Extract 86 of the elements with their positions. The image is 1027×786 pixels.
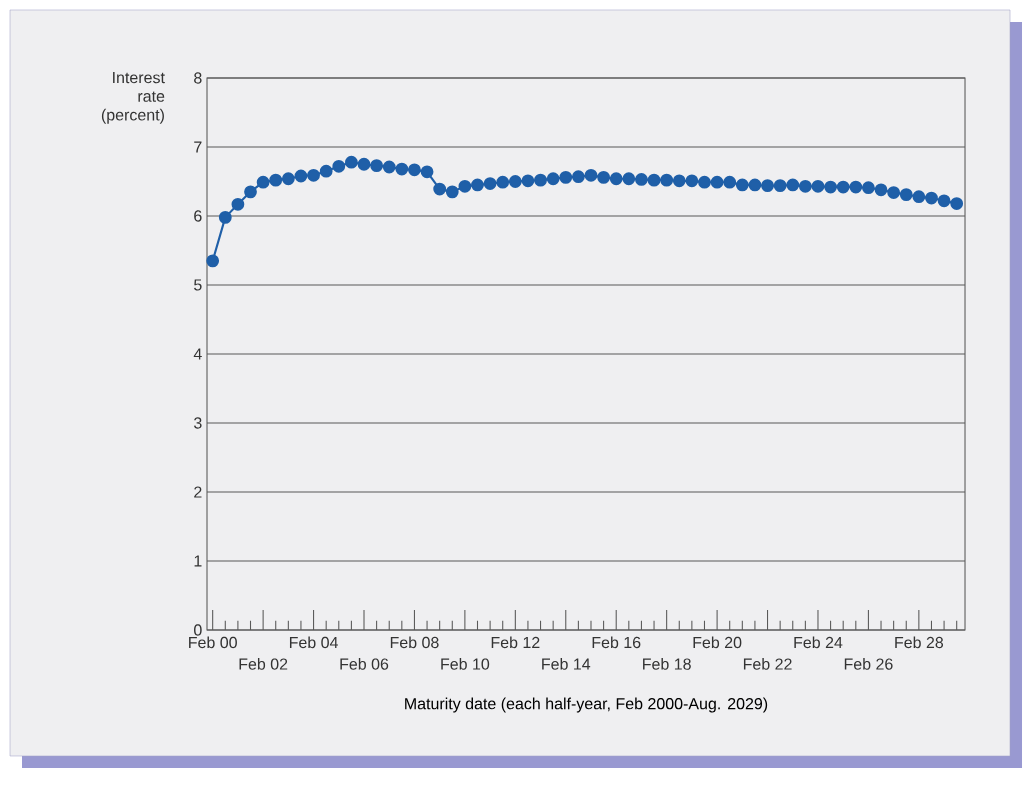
- point: [307, 168, 320, 182]
- point: [218, 210, 232, 224]
- point: [735, 178, 749, 192]
- point: [685, 174, 699, 188]
- point: [433, 182, 447, 196]
- point: [483, 177, 497, 190]
- y-tick-label: 1: [194, 555, 202, 567]
- point: [319, 164, 333, 178]
- point: [862, 181, 875, 195]
- point: [635, 173, 648, 186]
- x-tick-label: Feb 28: [895, 636, 944, 649]
- y-axis-title: Interest rate (percent): [101, 72, 165, 124]
- point: [761, 179, 774, 193]
- point: [597, 170, 610, 184]
- point: [849, 180, 863, 194]
- point: [244, 185, 257, 199]
- point: [798, 179, 812, 193]
- point: [571, 170, 585, 184]
- point: [559, 170, 573, 184]
- point: [660, 173, 674, 187]
- point: [332, 159, 346, 173]
- point: [710, 175, 724, 189]
- point: [672, 174, 686, 188]
- y-tick-label: 7: [194, 141, 202, 153]
- point: [836, 180, 850, 194]
- point: [723, 175, 737, 189]
- point: [773, 179, 787, 193]
- point: [420, 165, 434, 179]
- point: [408, 163, 421, 177]
- x-tick-label: Feb 10: [441, 658, 490, 670]
- point: [382, 160, 396, 174]
- point: [496, 175, 510, 189]
- x-tick-label: Feb 26: [844, 658, 893, 670]
- x-tick-label: Feb 14: [542, 658, 591, 670]
- point: [887, 186, 901, 199]
- point: [824, 180, 837, 194]
- point: [609, 172, 623, 186]
- y-tick-label: 2: [194, 486, 202, 498]
- point: [622, 172, 636, 186]
- point: [546, 172, 560, 186]
- point: [647, 173, 661, 187]
- y-tick-label: 0: [194, 624, 202, 636]
- point: [925, 191, 938, 205]
- y-tick-label: 5: [194, 279, 202, 291]
- x-tick-label: Feb 02: [239, 658, 288, 670]
- x-tick-label: Feb 06: [340, 658, 389, 670]
- x-tick-label: Feb 08: [390, 636, 439, 649]
- x-tick-label: Feb 18: [643, 658, 691, 670]
- point: [395, 162, 409, 176]
- point: [937, 194, 951, 208]
- point: [521, 174, 535, 188]
- x-tick-label: Feb 20: [693, 636, 742, 649]
- point: [912, 190, 926, 204]
- y-tick-label: 4: [193, 348, 202, 360]
- point: [206, 254, 220, 268]
- y-tick-label: 3: [194, 417, 202, 429]
- point: [269, 173, 283, 187]
- point: [231, 197, 245, 211]
- y-tick-label: 6: [194, 210, 202, 222]
- point: [698, 175, 711, 189]
- point: [294, 169, 308, 183]
- point: [811, 179, 825, 193]
- point: [458, 179, 472, 193]
- point: [445, 185, 459, 199]
- x-tick-label: Feb 24: [794, 636, 843, 649]
- point: [357, 157, 371, 171]
- y-tick-label: 8: [194, 72, 202, 84]
- x-tick-label: Feb 00: [189, 636, 237, 649]
- x-tick-label: Feb 22: [743, 658, 792, 670]
- x-tick-label: Feb 04: [289, 636, 338, 649]
- point: [471, 178, 484, 192]
- point: [344, 155, 358, 169]
- point: [584, 168, 598, 182]
- point: [534, 173, 547, 187]
- point: [786, 178, 800, 192]
- point: [281, 172, 295, 186]
- x-tick-label: Feb 16: [592, 636, 641, 649]
- point: [874, 183, 888, 197]
- point: [370, 159, 384, 173]
- point: [748, 178, 762, 192]
- point: [256, 175, 270, 189]
- x-axis-title: Maturity date (each half-year, Feb 2000-Aug. 2029): [405, 697, 768, 713]
- point: [899, 188, 913, 202]
- x-tick-label: Feb 12: [491, 636, 540, 649]
- point: [508, 175, 522, 188]
- point: [950, 197, 964, 210]
